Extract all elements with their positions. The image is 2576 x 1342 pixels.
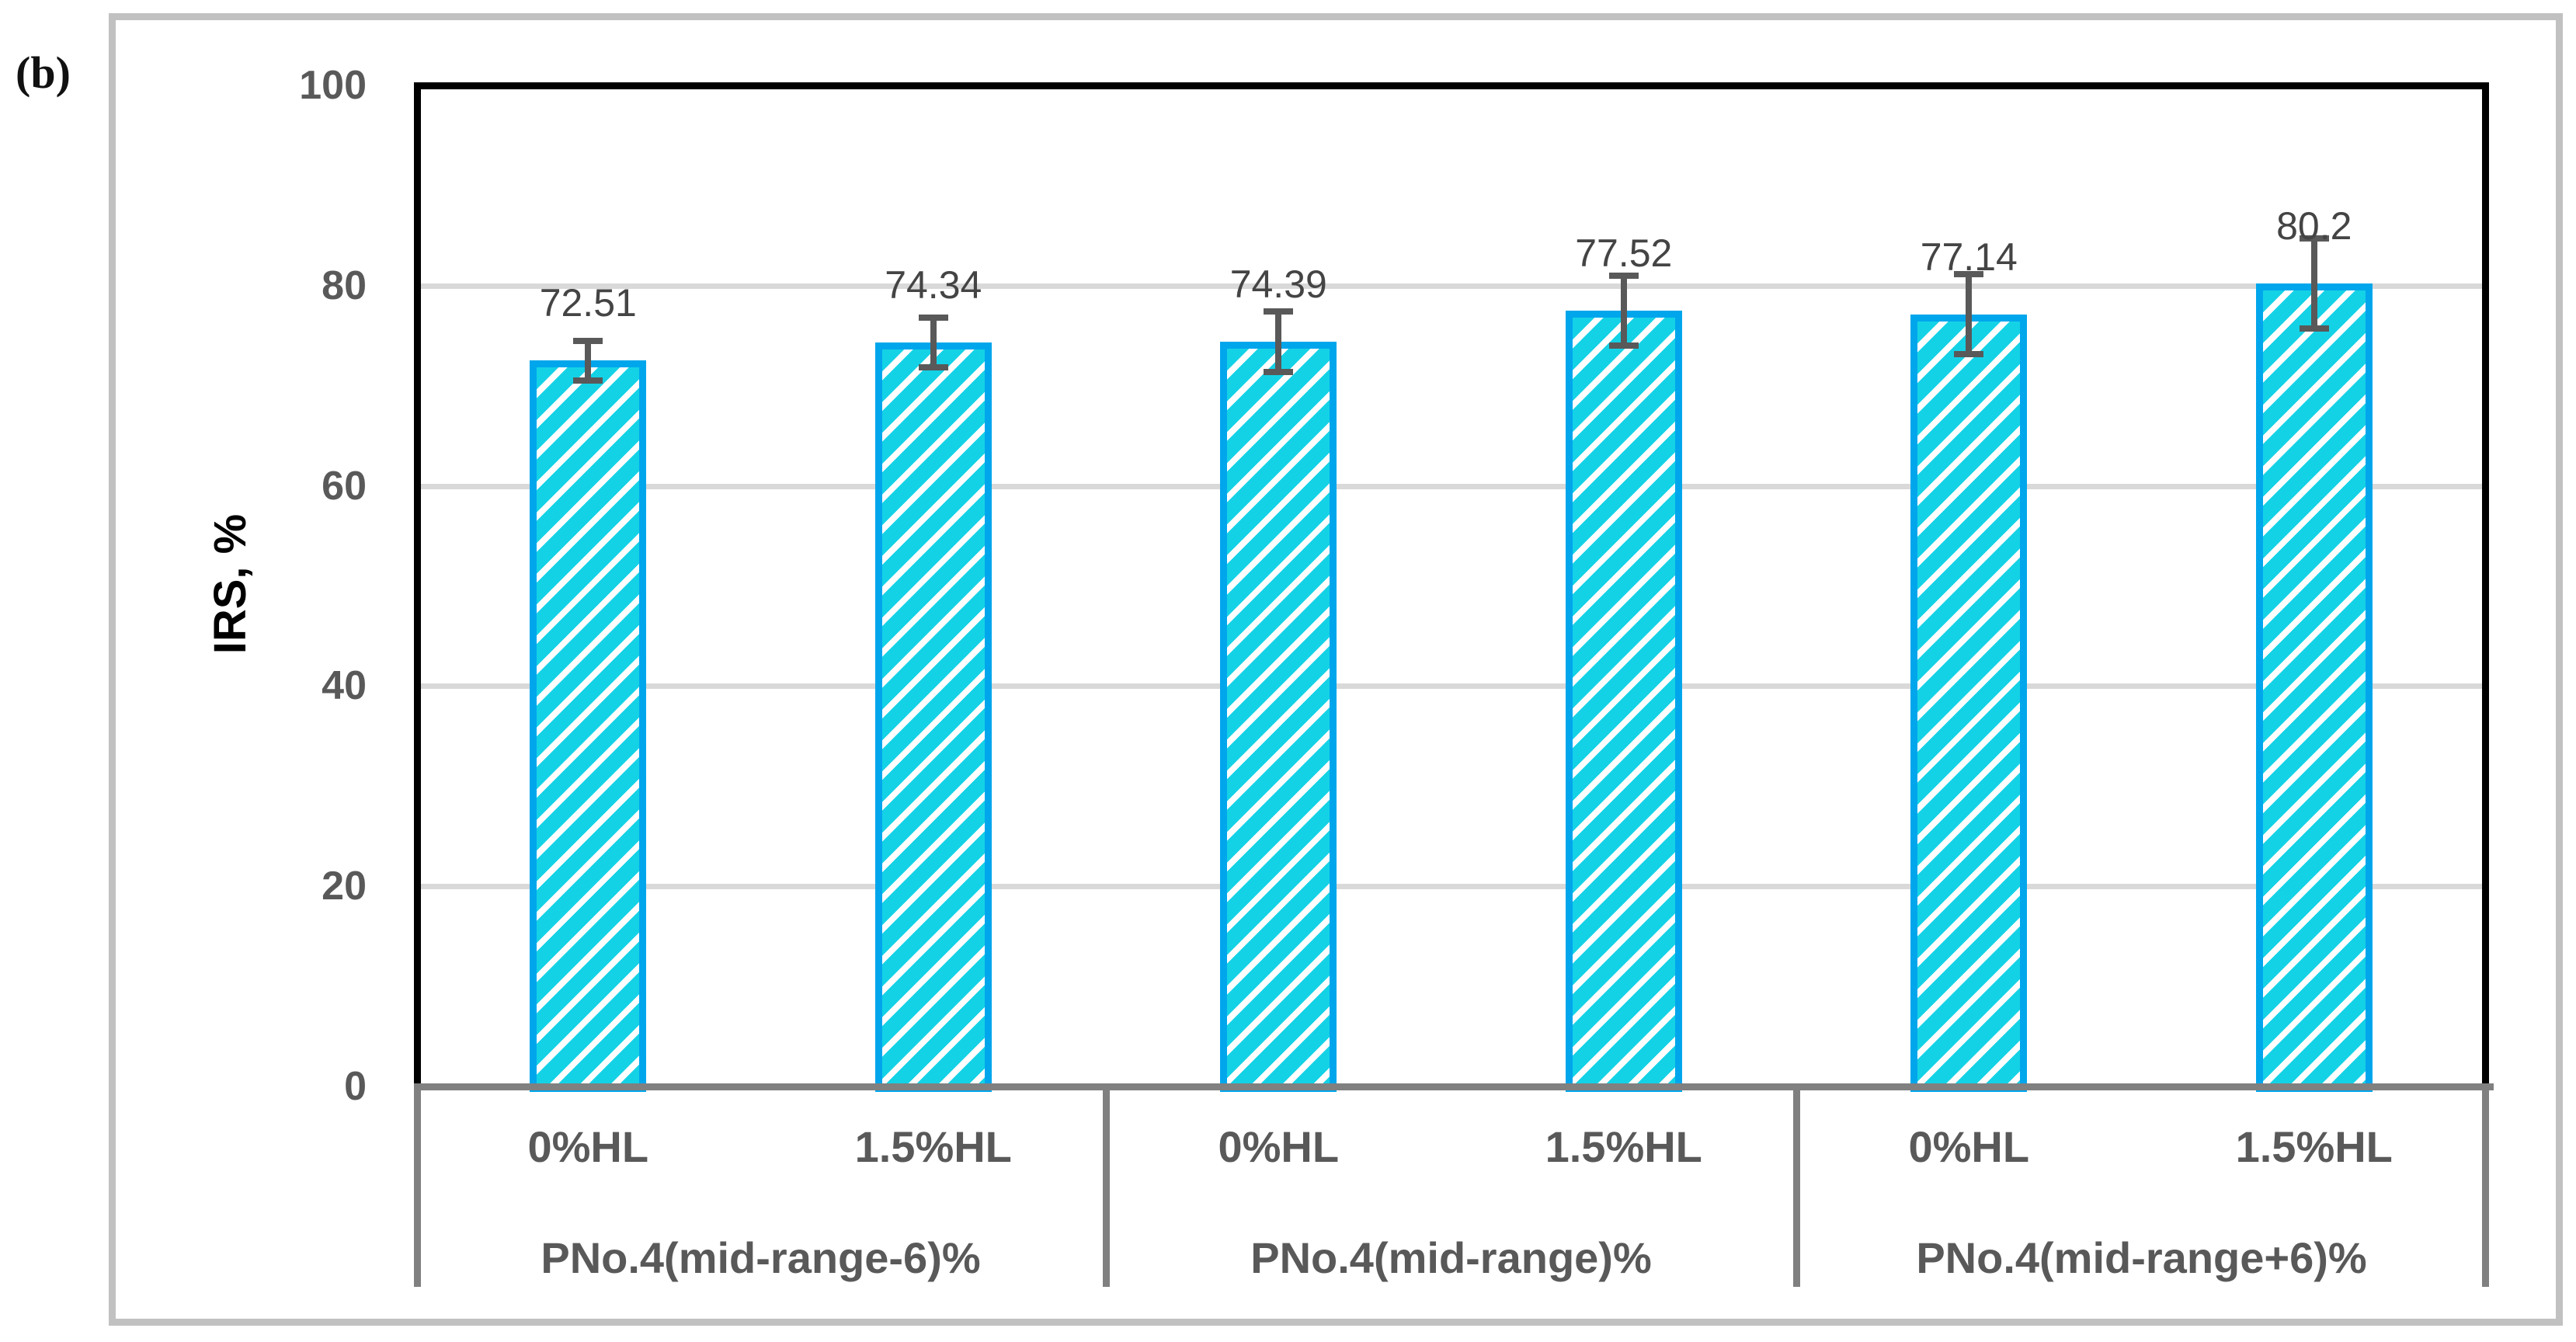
y-tick-label: 40 xyxy=(322,663,367,709)
error-bar-cap-bottom xyxy=(2299,325,2329,332)
group-label: PNo.4(mid-range+6)% xyxy=(1916,1233,2367,1282)
gridline xyxy=(421,483,2482,489)
category-label: 0%HL xyxy=(1218,1122,1340,1171)
error-bar-stem xyxy=(2310,238,2317,329)
error-bar-stem xyxy=(930,317,937,367)
y-tick-label: 0 xyxy=(344,1064,367,1109)
value-label: 74.39 xyxy=(1229,262,1327,307)
error-bar-cap-top xyxy=(918,314,948,321)
plot-area-border xyxy=(414,82,2489,1083)
group-divider xyxy=(1103,1083,1110,1287)
category-label: 1.5%HL xyxy=(1545,1122,1702,1171)
y-tick-label: 100 xyxy=(299,63,367,108)
bar xyxy=(1565,310,1682,1092)
category-label: 1.5%HL xyxy=(854,1122,1012,1171)
error-bar-cap-bottom xyxy=(1954,351,1984,358)
error-bar-stem xyxy=(1275,311,1282,372)
bar xyxy=(1220,342,1337,1092)
y-tick-label: 80 xyxy=(322,262,367,308)
error-bar-cap-top xyxy=(573,337,603,344)
error-bar-cap-top xyxy=(1264,308,1294,315)
value-label: 72.51 xyxy=(539,281,637,325)
group-label: PNo.4(mid-range-6)% xyxy=(541,1233,981,1282)
gridline xyxy=(421,884,2482,890)
error-bar-cap-bottom xyxy=(1608,342,1639,349)
x-axis-line xyxy=(414,1083,2494,1090)
value-label: 77.14 xyxy=(1920,235,2018,279)
category-label: 0%HL xyxy=(527,1122,649,1171)
group-divider xyxy=(2482,1083,2489,1287)
error-bar-cap-top xyxy=(1608,272,1639,279)
group-label: PNo.4(mid-range)% xyxy=(1250,1233,1652,1282)
error-bar-cap-bottom xyxy=(918,363,948,370)
value-label: 74.34 xyxy=(885,262,982,307)
error-bar-cap-top xyxy=(1954,271,1984,278)
group-divider xyxy=(414,1083,421,1287)
gridline xyxy=(421,683,2482,690)
bar xyxy=(530,360,647,1092)
error-bar-stem xyxy=(1966,274,1973,355)
error-bar-cap-top xyxy=(2299,235,2329,242)
y-tick-label: 60 xyxy=(322,463,367,509)
y-axis-title: IRS, % xyxy=(204,513,256,655)
bar xyxy=(874,342,992,1092)
category-label: 0%HL xyxy=(1908,1122,2030,1171)
error-bar-cap-bottom xyxy=(1264,368,1294,375)
gridline xyxy=(421,283,2482,289)
figure-panel-label: (b) xyxy=(16,47,71,98)
category-label: 1.5%HL xyxy=(2235,1122,2393,1171)
value-label: 77.52 xyxy=(1575,231,1673,275)
error-bar-stem xyxy=(1620,275,1627,346)
error-bar-stem xyxy=(585,340,592,381)
y-tick-label: 20 xyxy=(322,864,367,909)
group-divider xyxy=(1793,1083,1800,1287)
bar xyxy=(1910,314,2028,1092)
value-label: 80.2 xyxy=(2276,204,2352,249)
error-bar-cap-bottom xyxy=(573,377,603,384)
